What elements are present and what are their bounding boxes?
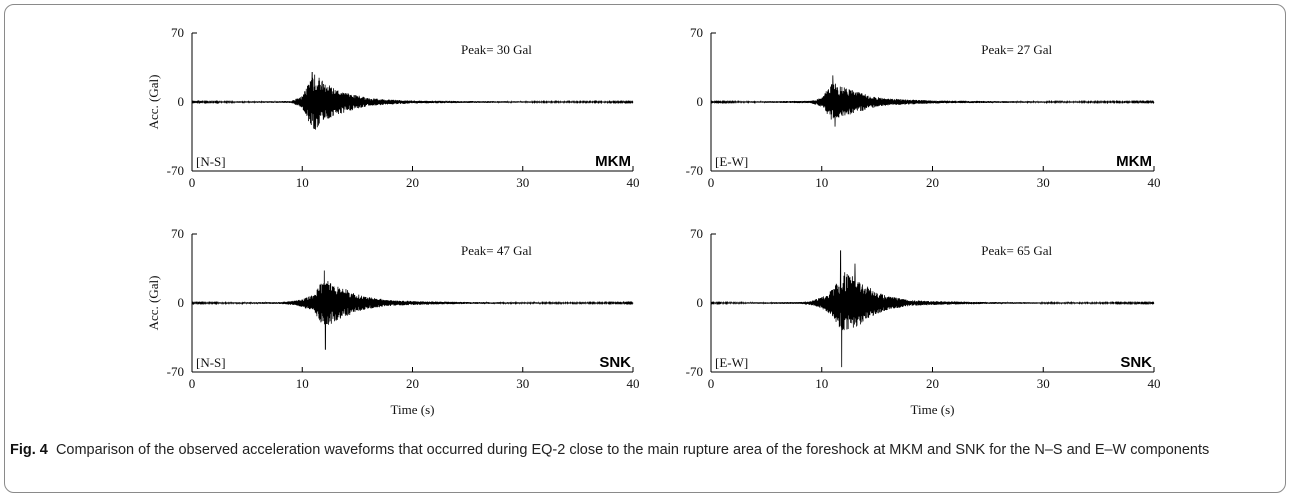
x-tick-label: 30: [1037, 175, 1050, 190]
y-tick-label: 0: [697, 94, 704, 109]
x-tick-label: 20: [926, 376, 939, 391]
waveform-figure: 70 0 -70 0 10 20 30 40 Acc. (Gal) Peak= 30 Gal [N-…: [146, 25, 1161, 417]
waveform-panel: 70 0 -70 0 10 20 30 40 Peak= 27 Gal [E-W] MKM: [686, 25, 1161, 190]
waveform-trace: [191, 72, 634, 130]
peak-annotation: Peak= 27 Gal: [981, 42, 1052, 57]
x-tick-label: 10: [815, 376, 828, 391]
x-tick-label: 10: [815, 175, 828, 190]
component-label: [E-W]: [715, 154, 748, 169]
x-tick-label: 0: [708, 376, 715, 391]
peak-annotation: Peak= 47 Gal: [461, 243, 532, 258]
y-tick-label: -70: [686, 364, 703, 379]
peak-annotation: Peak= 30 Gal: [461, 42, 532, 57]
y-tick-label: 0: [178, 295, 185, 310]
y-tick-label: 70: [690, 25, 703, 40]
waveform-panel: 70 0 -70 0 10 20 30 40 Acc. (Gal) Time (s) Peak= 4…: [146, 226, 640, 417]
y-tick-label: -70: [167, 163, 184, 178]
x-tick-label: 10: [296, 175, 309, 190]
figure-caption: Fig. 4 Comparison of the observed accele…: [10, 440, 1280, 460]
y-tick-label: 70: [690, 226, 703, 241]
x-tick-label: 30: [516, 376, 529, 391]
y-tick-label: -70: [167, 364, 184, 379]
peak-annotation: Peak= 65 Gal: [981, 243, 1052, 258]
x-tick-label: 20: [406, 376, 419, 391]
x-axis-label: Time (s): [391, 402, 435, 417]
y-tick-label: -70: [686, 163, 703, 178]
y-tick-label: 0: [178, 94, 185, 109]
x-tick-label: 40: [627, 376, 640, 391]
y-axis-label: Acc. (Gal): [146, 75, 161, 130]
x-tick-label: 40: [1148, 376, 1161, 391]
x-tick-label: 0: [189, 376, 196, 391]
waveform-trace: [710, 75, 1155, 127]
x-tick-label: 20: [406, 175, 419, 190]
station-label: MKM: [595, 153, 631, 170]
x-tick-label: 30: [1037, 376, 1050, 391]
x-tick-label: 20: [926, 175, 939, 190]
y-tick-label: 0: [697, 295, 704, 310]
component-label: [N-S]: [196, 355, 226, 370]
waveform-panel: 70 0 -70 0 10 20 30 40 Acc. (Gal) Peak= 30 Gal [N-…: [146, 25, 640, 190]
figure-frame: [4, 4, 1286, 493]
waveform-trace: [191, 270, 634, 350]
y-tick-label: 70: [171, 226, 184, 241]
waveform-panel: 70 0 -70 0 10 20 30 40 Time (s) Peak= 65 Gal [E-W]…: [686, 226, 1161, 417]
component-label: [N-S]: [196, 154, 226, 169]
x-tick-label: 40: [627, 175, 640, 190]
station-label: SNK: [1120, 354, 1152, 371]
x-tick-label: 10: [296, 376, 309, 391]
y-axis-label: Acc. (Gal): [146, 276, 161, 331]
x-tick-label: 40: [1148, 175, 1161, 190]
x-tick-label: 0: [189, 175, 196, 190]
waveform-trace: [710, 250, 1155, 368]
station-label: SNK: [599, 354, 631, 371]
component-label: [E-W]: [715, 355, 748, 370]
x-axis-label: Time (s): [911, 402, 955, 417]
caption-label: Fig. 4: [10, 442, 48, 458]
caption-text: Comparison of the observed acceleration …: [55, 442, 1210, 458]
x-tick-label: 0: [708, 175, 715, 190]
station-label: MKM: [1116, 153, 1152, 170]
x-tick-label: 30: [516, 175, 529, 190]
y-tick-label: 70: [171, 25, 184, 40]
